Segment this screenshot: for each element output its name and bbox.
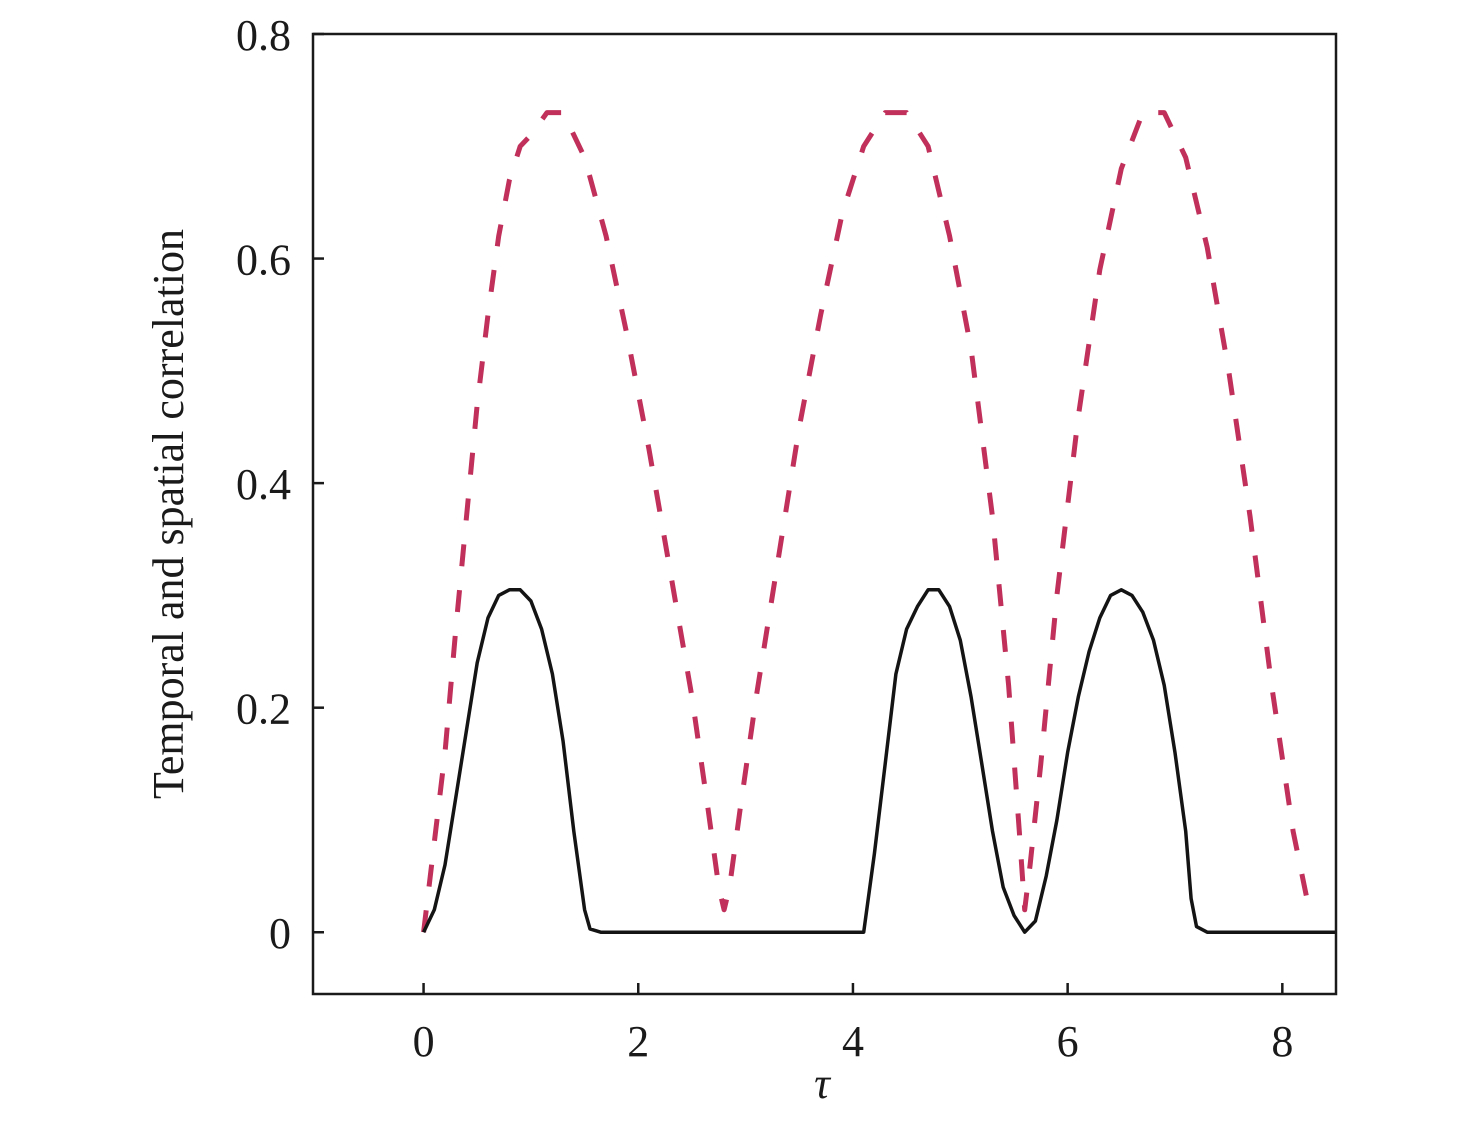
- plot-lines: [421, 110, 1336, 934]
- y-tick-label: 0.4: [236, 460, 291, 509]
- plot-frame: [311, 32, 1338, 996]
- y-axis-ticks: 0 0.2 0.4 0.6 0.8: [236, 11, 324, 958]
- y-tick-label: 0.2: [236, 685, 291, 734]
- y-axis-label: Temporal and spatial correlation: [144, 229, 193, 799]
- x-tick-label: 6: [1057, 1017, 1079, 1066]
- series-dashed-line: [421, 110, 1312, 933]
- x-tick-label: 2: [627, 1017, 649, 1066]
- x-axis-label: τ: [814, 1059, 832, 1108]
- y-tick-label: 0.8: [236, 11, 291, 60]
- x-tick-label: 8: [1271, 1017, 1293, 1066]
- y-tick-label: 0: [269, 909, 291, 958]
- y-tick-label: 0.6: [236, 236, 291, 285]
- series-solid-line: [422, 588, 1336, 934]
- x-tick-label: 4: [842, 1017, 864, 1066]
- x-axis-ticks: 0 2 4 6 8: [413, 983, 1293, 1066]
- x-tick-label: 0: [413, 1017, 435, 1066]
